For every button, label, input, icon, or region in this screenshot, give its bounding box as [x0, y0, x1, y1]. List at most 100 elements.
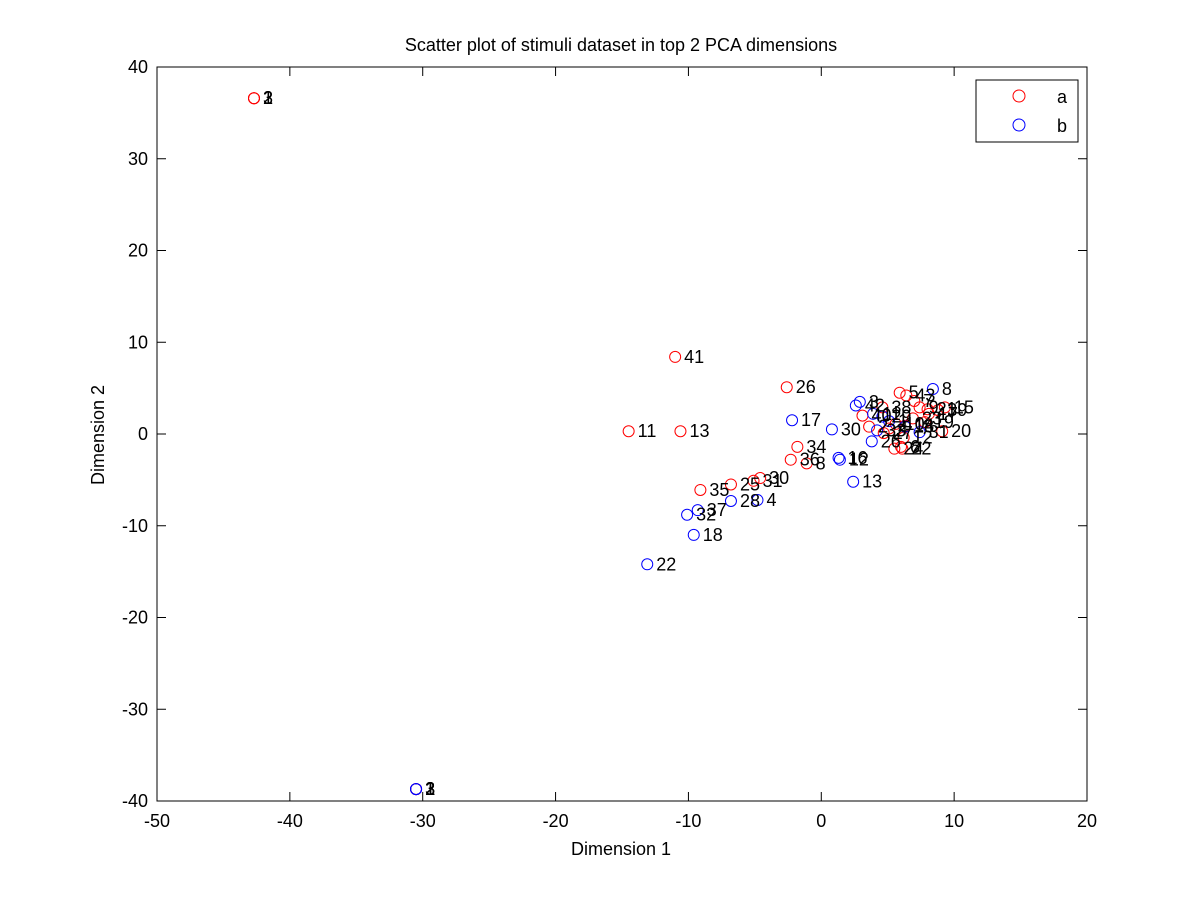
- point-label: 42: [865, 396, 885, 416]
- point-label: 31: [929, 422, 949, 442]
- point-label: 22: [911, 439, 931, 459]
- x-tick-label: -20: [543, 811, 569, 831]
- data-point-a: [936, 425, 949, 438]
- data-point-a: [913, 401, 926, 414]
- data-point-b: [691, 504, 704, 517]
- data-point-a: [669, 350, 682, 363]
- point-label: 17: [938, 404, 958, 424]
- y-tick-label: -30: [122, 699, 148, 719]
- data-point-b: [913, 426, 926, 439]
- point-label: 27: [893, 423, 913, 443]
- data-point-a: [784, 453, 797, 466]
- point-label: 3: [425, 779, 435, 799]
- point-label: 7: [923, 391, 933, 411]
- point-label: 1: [263, 88, 273, 108]
- point-label: 22: [656, 554, 676, 574]
- data-point-a: [938, 401, 951, 414]
- point-label: 36: [800, 450, 820, 470]
- point-label: 4: [898, 418, 908, 438]
- x-tick-label: 0: [816, 811, 826, 831]
- point-label: 12: [913, 428, 933, 448]
- point-label: 14: [914, 416, 934, 436]
- point-label: 18: [703, 525, 723, 545]
- data-point-b: [832, 451, 845, 464]
- data-point-b: [786, 414, 799, 427]
- data-point-a: [674, 425, 687, 438]
- point-label: 20: [951, 421, 971, 441]
- point-label: 2: [878, 417, 888, 437]
- data-point-a: [247, 92, 260, 105]
- point-label: 16: [848, 448, 868, 468]
- data-point-b: [681, 508, 694, 521]
- legend-box: [975, 79, 1079, 143]
- data-point-b: [871, 424, 884, 437]
- data-point-b: [410, 783, 423, 796]
- data-point-b: [833, 453, 846, 466]
- point-label: 11: [882, 404, 901, 424]
- point-label: 15: [954, 397, 974, 417]
- x-tick-label: -10: [675, 811, 701, 831]
- point-label: 11: [638, 421, 657, 441]
- point-label: 1: [425, 779, 435, 799]
- data-point-b: [876, 410, 889, 423]
- point-label: 28: [740, 491, 760, 511]
- point-label: 24: [903, 439, 923, 459]
- legend-marker-b: [1012, 118, 1026, 132]
- point-label: 8: [816, 453, 826, 473]
- data-point-a: [800, 457, 813, 470]
- point-label: 26: [796, 377, 816, 397]
- legend-label-a: a: [1057, 87, 1068, 107]
- point-label: 1: [898, 411, 908, 431]
- point-label: 34: [806, 437, 826, 457]
- data-point-a: [900, 389, 913, 402]
- point-label: 12: [849, 450, 869, 470]
- point-label: 30: [841, 419, 861, 439]
- data-point-a: [922, 407, 935, 420]
- point-label: 3: [869, 392, 879, 412]
- point-label: 8: [942, 379, 952, 399]
- point-label: 39: [947, 400, 967, 420]
- data-point-a: [895, 440, 907, 453]
- point-label: 2: [425, 779, 435, 799]
- data-point-b: [687, 528, 700, 541]
- data-point-b: [724, 494, 737, 507]
- legend: a b: [975, 79, 1079, 143]
- point-label: 1: [425, 779, 435, 799]
- point-label: 23: [922, 408, 942, 428]
- point-label: 21: [937, 399, 957, 419]
- point-label: 30: [769, 468, 789, 488]
- data-point-a: [724, 478, 737, 491]
- data-point-a: [791, 440, 804, 453]
- data-point-a: [694, 483, 707, 496]
- point-label: 13: [862, 472, 882, 492]
- data-point-a: [906, 412, 919, 425]
- data-point-a: [918, 416, 931, 429]
- chart-title: Scatter plot of stimuli dataset in top 2…: [405, 35, 837, 55]
- data-point-b: [926, 383, 939, 396]
- point-label: 35: [709, 480, 729, 500]
- data-points: [247, 92, 951, 796]
- data-point-a: [893, 386, 906, 399]
- point-label: 3: [425, 779, 435, 799]
- data-point-a: [888, 442, 901, 455]
- x-tick-label: -50: [144, 811, 170, 831]
- data-point-a: [747, 474, 760, 487]
- data-point-a: [896, 442, 909, 455]
- point-label: 3: [263, 88, 273, 108]
- x-tick-label: 20: [1077, 811, 1097, 831]
- point-label: 37: [707, 500, 727, 520]
- y-tick-label: 30: [128, 149, 148, 169]
- data-point-b: [847, 475, 860, 488]
- data-point-b: [898, 420, 911, 433]
- point-label: 2: [263, 88, 273, 108]
- point-label: 19: [934, 412, 954, 432]
- data-point-b: [825, 423, 838, 436]
- data-point-a: [622, 425, 635, 438]
- point-label: 25: [740, 474, 760, 494]
- y-tick-label: -40: [122, 791, 148, 811]
- point-label: 31: [763, 471, 783, 491]
- data-point-b: [641, 558, 654, 571]
